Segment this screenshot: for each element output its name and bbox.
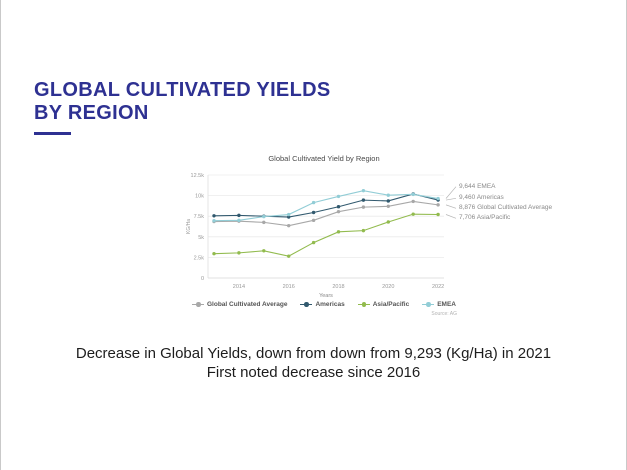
annotation-leader-line	[445, 214, 457, 219]
chart-legend: Global Cultivated Average Americas Asia/…	[179, 301, 469, 308]
data-point	[262, 220, 266, 225]
title-line-2: BY REGION	[34, 102, 149, 124]
yield-chart: Global Cultivated Yield by Region 12.5k 1…	[179, 148, 552, 323]
data-point	[311, 218, 316, 223]
data-point	[287, 223, 291, 228]
legend-marker-icon	[300, 302, 313, 307]
title-underline	[34, 132, 71, 135]
x-tick-label: 2014	[233, 284, 245, 290]
legend-dot-icon	[196, 302, 201, 307]
series-emea	[212, 188, 440, 223]
x-tick-label: 2018	[332, 284, 344, 290]
data-point	[386, 204, 390, 209]
chart-source: Source: AG	[431, 311, 457, 317]
data-point	[411, 192, 415, 197]
annotation-leader-line	[445, 186, 457, 199]
data-point	[212, 251, 216, 256]
data-point	[212, 214, 216, 218]
series-americas	[212, 192, 440, 219]
data-point	[262, 214, 266, 219]
data-point	[361, 188, 366, 193]
legend-dot-icon	[426, 302, 431, 307]
series-line	[213, 193, 439, 218]
chart-title: Global Cultivated Yield by Region	[268, 154, 380, 163]
data-point	[212, 219, 216, 223]
legend-item-asia-pacific: Asia/Pacific	[357, 301, 410, 308]
data-point	[361, 228, 366, 233]
series-line	[213, 190, 439, 222]
caption-line-1: Decrease in Global Yields, down from dow…	[75, 345, 552, 362]
data-point	[237, 218, 241, 223]
legend-dot-icon	[361, 302, 367, 307]
legend-label: Global Cultivated Average	[207, 301, 288, 308]
legend-item-global-average: Global Cultivated Average	[192, 301, 287, 308]
legend-label: Asia/Pacific	[372, 301, 410, 308]
y-tick-label: 5k	[198, 235, 204, 241]
caption: Decrease in Global Yields, down from dow…	[1, 344, 626, 382]
x-tick-label: 2016	[283, 284, 295, 290]
legend-item-americas: Americas	[300, 301, 345, 308]
y-tick-label: 12.5k	[191, 173, 205, 179]
data-point	[262, 249, 266, 253]
data-point	[436, 203, 440, 207]
slide-title: GLOBAL CULTIVATED YIELDS BY REGION	[34, 79, 330, 135]
data-point	[386, 220, 390, 224]
data-point	[386, 193, 390, 197]
data-point	[287, 254, 291, 258]
legend-label: EMEA	[437, 301, 456, 308]
data-point	[436, 212, 440, 217]
chart-canvas: 12.5k 10k 7.5k 5k 2.5k 0 2014 2016 2018 2020 2022 K…	[186, 173, 457, 299]
legend-item-emea: EMEA	[422, 301, 456, 308]
data-point	[436, 196, 440, 201]
x-axis-label: Years	[319, 293, 333, 299]
title-line-1: GLOBAL CULTIVATED YIELDS	[34, 79, 331, 101]
x-tick-label: 2022	[432, 284, 444, 290]
annotation-asia-pacific: 7,706 Asia/Pacific	[459, 214, 511, 221]
annotation-global-average: 8,876 Global Cultivated Average	[459, 204, 553, 211]
data-point	[411, 212, 415, 216]
data-point	[361, 205, 366, 209]
data-point	[361, 198, 366, 202]
annotation-leader-line	[445, 197, 457, 201]
data-point	[311, 200, 316, 205]
y-axis-label: KG/Ha	[186, 219, 192, 234]
data-point	[311, 240, 316, 245]
y-tick-label: 2.5k	[194, 255, 205, 261]
annotation-leader-line	[445, 204, 457, 209]
series-line	[213, 200, 439, 227]
data-point	[336, 205, 341, 209]
series-global-cultivated-average	[212, 199, 440, 228]
data-point	[287, 212, 291, 217]
data-point	[311, 210, 316, 215]
data-point	[336, 209, 341, 214]
series-line	[213, 213, 439, 257]
legend-marker-icon	[192, 302, 204, 307]
annotation-americas: 9,460 Americas	[459, 194, 504, 201]
data-point	[336, 230, 341, 234]
data-point	[386, 199, 390, 203]
legend-marker-icon	[422, 302, 435, 307]
caption-line-2: First noted decrease since 2016	[206, 364, 421, 381]
annotation-emea: 9,644 EMEA	[459, 183, 496, 190]
series-asia-pacific	[212, 212, 440, 258]
legend-dot-icon	[304, 302, 309, 307]
data-point	[237, 213, 241, 218]
y-tick-label: 7.5k	[194, 214, 205, 220]
legend-label: Americas	[315, 301, 345, 308]
y-tick-label: 0	[201, 276, 204, 282]
data-point	[336, 194, 341, 199]
data-point	[287, 215, 291, 219]
y-tick-label: 10k	[195, 194, 204, 200]
legend-marker-icon	[357, 302, 370, 307]
x-tick-label: 2020	[382, 284, 394, 290]
data-point	[237, 251, 241, 255]
data-point	[411, 199, 415, 204]
